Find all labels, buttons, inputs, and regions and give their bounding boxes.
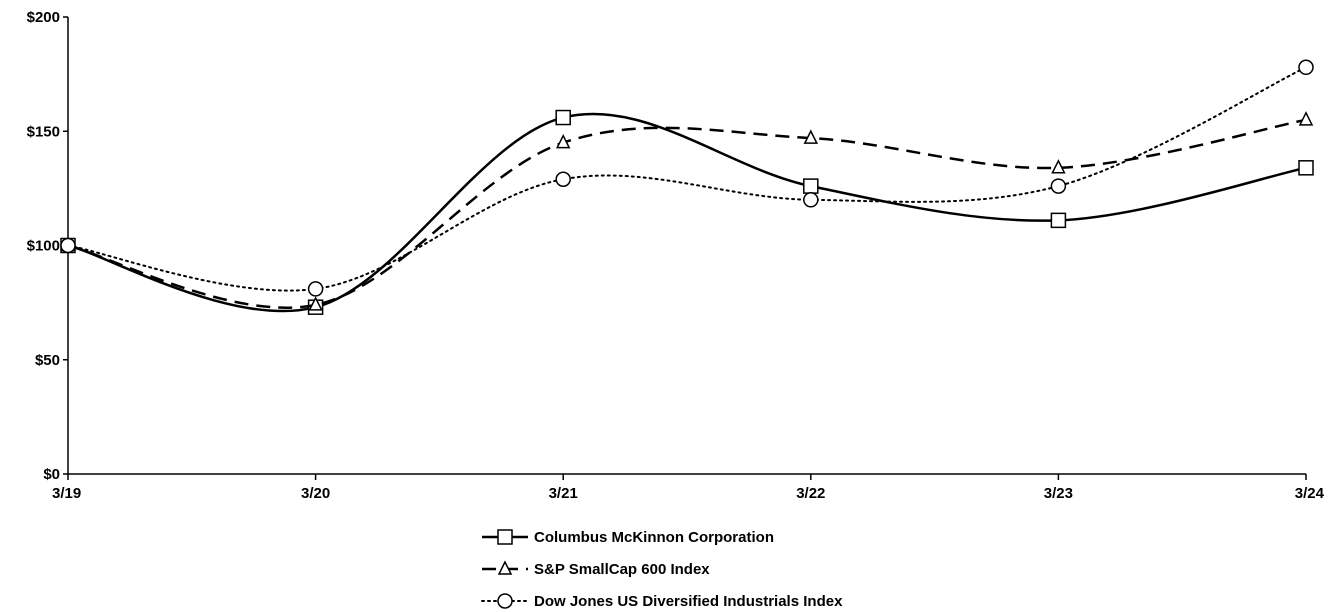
y-tick-label: $0 bbox=[43, 466, 60, 483]
legend-label-dow-jones-us-diversified-industrials-index: Dow Jones US Diversified Industrials Ind… bbox=[534, 593, 843, 610]
data-point-s-p-smallcap-600-index bbox=[803, 129, 819, 144]
x-axis-ticks: 3/19 3/20 3/21 3/22 3/23 3/24 bbox=[52, 474, 1325, 502]
y-tick-label: $50 bbox=[35, 352, 60, 369]
series-columbus-mckinnon-corporation bbox=[60, 109, 1314, 315]
data-point-columbus-mckinnon-corporation bbox=[1050, 212, 1067, 229]
legend-marker-columbus-mckinnon-corporation bbox=[497, 529, 513, 545]
series-layer bbox=[60, 59, 1314, 315]
data-point-columbus-mckinnon-corporation bbox=[555, 109, 571, 126]
legend-marker-s-p-smallcap-600-index bbox=[497, 560, 513, 575]
data-point-columbus-mckinnon-corporation bbox=[1298, 160, 1314, 176]
legend-item-columbus-mckinnon-corporation: Columbus McKinnon Corporation bbox=[482, 529, 774, 546]
data-point-s-p-smallcap-600-index bbox=[555, 133, 571, 149]
y-axis-ticks: $0 $50 $100 $150 $200 bbox=[27, 9, 68, 483]
legend-item-s-p-smallcap-600-index: S&P SmallCap 600 Index bbox=[482, 560, 710, 578]
legend-label-s-p-smallcap-600-index: S&P SmallCap 600 Index bbox=[534, 561, 710, 578]
series-line-columbus-mckinnon-corporation bbox=[67, 112, 1307, 313]
data-point-s-p-smallcap-600-index bbox=[1298, 111, 1314, 126]
data-point-dow-jones-us-diversified-industrials-index bbox=[60, 237, 76, 254]
data-point-columbus-mckinnon-corporation bbox=[803, 178, 819, 194]
data-point-dow-jones-us-diversified-industrials-index bbox=[803, 192, 819, 208]
data-point-dow-jones-us-diversified-industrials-index bbox=[1298, 59, 1314, 76]
x-tick-label: 3/20 bbox=[301, 485, 330, 502]
legend-item-dow-jones-us-diversified-industrials-index: Dow Jones US Diversified Industrials Ind… bbox=[481, 593, 843, 610]
data-point-dow-jones-us-diversified-industrials-index bbox=[555, 171, 571, 187]
data-point-s-p-smallcap-600-index bbox=[308, 296, 323, 311]
series-dow-jones-us-diversified-industrials-index bbox=[60, 59, 1314, 297]
x-tick-label: 3/21 bbox=[549, 485, 578, 502]
data-point-dow-jones-us-diversified-industrials-index bbox=[1050, 178, 1067, 194]
x-tick-label: 3/22 bbox=[796, 485, 825, 502]
x-tick-label: 3/19 bbox=[52, 485, 81, 502]
y-tick-label: $150 bbox=[27, 123, 60, 140]
chart-axes bbox=[67, 17, 1306, 475]
x-tick-label: 3/23 bbox=[1044, 485, 1073, 502]
series-line-dow-jones-us-diversified-industrials-index bbox=[67, 66, 1307, 292]
legend: Columbus McKinnon Corporation S&P SmallCa… bbox=[481, 529, 843, 610]
y-tick-label: $100 bbox=[27, 238, 60, 255]
legend-marker-dow-jones-us-diversified-industrials-index bbox=[497, 593, 513, 609]
data-point-s-p-smallcap-600-index bbox=[1051, 159, 1066, 174]
series-line-s-p-smallcap-600-index bbox=[67, 118, 1307, 309]
x-tick-label: 3/24 bbox=[1295, 485, 1325, 502]
legend-label-columbus-mckinnon-corporation: Columbus McKinnon Corporation bbox=[534, 529, 774, 546]
data-point-dow-jones-us-diversified-industrials-index bbox=[307, 281, 324, 297]
y-tick-label: $200 bbox=[27, 9, 60, 26]
